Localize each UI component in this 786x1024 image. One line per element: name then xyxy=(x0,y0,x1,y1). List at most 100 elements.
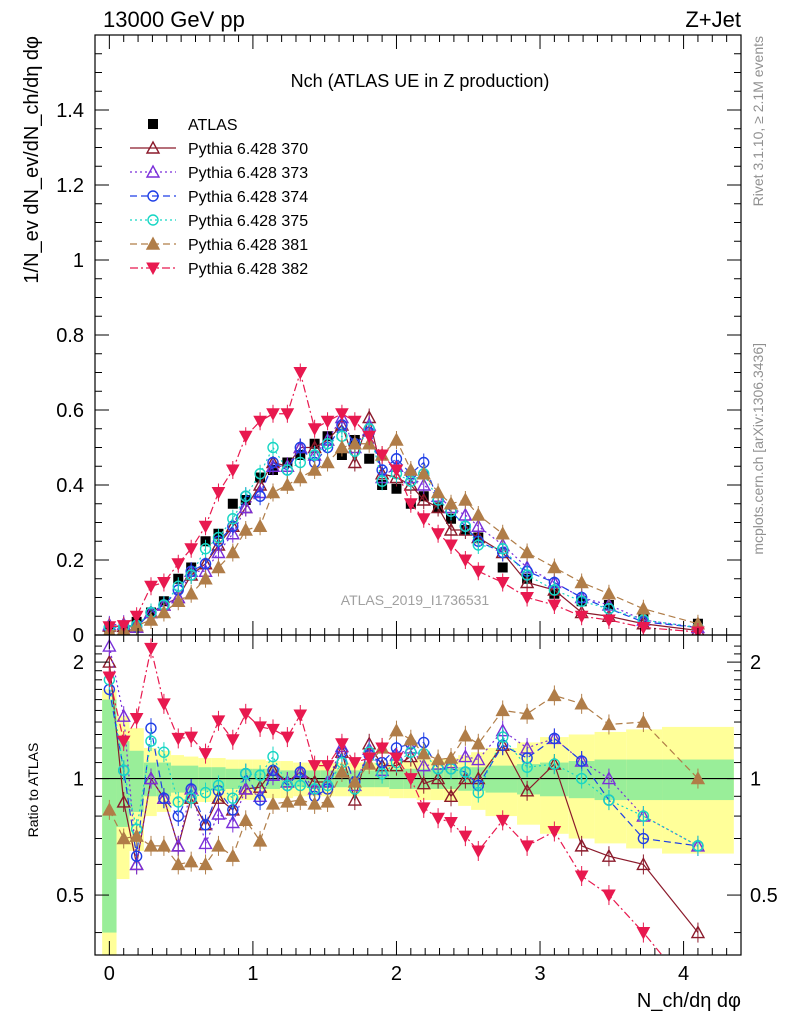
main-point xyxy=(416,513,431,526)
main-point xyxy=(389,432,404,446)
ratio-point xyxy=(547,687,562,702)
ratio-point xyxy=(198,748,213,761)
ratio-point xyxy=(102,638,117,652)
main-point xyxy=(184,543,199,556)
mcplots-label: mcplots.cern.ch [arXiv:1306.3436] xyxy=(750,343,766,555)
ratio-point xyxy=(471,845,486,859)
ratio-point xyxy=(116,735,131,749)
main-point xyxy=(294,456,306,469)
ratio-point xyxy=(116,708,131,722)
ratio-point xyxy=(575,772,588,785)
ratio-point xyxy=(636,714,651,728)
ratio-point xyxy=(362,752,377,766)
ratio-point xyxy=(158,792,170,804)
ratio-series-4 xyxy=(102,685,706,875)
ratio-point xyxy=(116,831,131,845)
ratio-point xyxy=(265,796,281,810)
main-point xyxy=(307,462,322,476)
ratio-point xyxy=(212,779,225,792)
main-point xyxy=(267,456,279,469)
ratio-point xyxy=(458,749,473,763)
main-point xyxy=(171,558,186,571)
main-point xyxy=(471,565,486,579)
ratio-point xyxy=(603,794,615,806)
ratio-point xyxy=(347,757,362,770)
ratio-point xyxy=(548,732,561,745)
band-inner-bin xyxy=(594,759,627,801)
main-point xyxy=(347,415,362,429)
ratio-point xyxy=(471,736,486,750)
ratio-point xyxy=(574,838,589,852)
ratio-point xyxy=(376,767,388,780)
main-point xyxy=(376,475,388,487)
ratio-point xyxy=(495,702,510,717)
ratio-point xyxy=(281,779,294,792)
ratio-point xyxy=(521,761,533,773)
main-point xyxy=(254,490,266,502)
main-point xyxy=(416,466,431,480)
ratio-point xyxy=(443,750,459,764)
main-point xyxy=(443,496,459,510)
main-point xyxy=(225,526,240,540)
legend-label: Pythia 6.428 375 xyxy=(188,213,308,230)
main-point xyxy=(293,367,308,380)
ratio-xtick-label: 2 xyxy=(391,963,402,985)
ratio-point xyxy=(459,766,472,778)
ratio-point xyxy=(184,854,199,868)
main-point xyxy=(172,580,184,592)
main-point xyxy=(403,462,419,476)
legend-label: Pythia 6.428 373 xyxy=(188,165,308,182)
ratio-point xyxy=(519,783,535,797)
ratio-point xyxy=(389,723,404,737)
ratio-point xyxy=(416,802,431,815)
main-point xyxy=(198,571,213,585)
ratio-point xyxy=(238,781,253,795)
band-inner-bin xyxy=(156,762,172,797)
main-point xyxy=(362,430,377,444)
analysis-label: ATLAS_2019_I1736531 xyxy=(341,592,490,608)
ratio-point xyxy=(267,750,279,763)
main-point xyxy=(347,436,363,450)
ratio-series-line xyxy=(108,645,699,865)
main-point xyxy=(171,593,186,607)
ratio-point xyxy=(416,746,431,760)
legend-label: Pythia 6.428 370 xyxy=(188,141,308,158)
main-ytick-label: 0.2 xyxy=(56,550,84,572)
ratio-point xyxy=(636,927,651,940)
main-ytick-label: 0.8 xyxy=(56,325,84,347)
legend-label: Pythia 6.428 381 xyxy=(188,237,308,254)
legend: ATLAS Pythia 6.428 370 Pythia 6.428 373 Pyt… xyxy=(130,117,308,278)
ratio-point xyxy=(321,779,334,792)
header-right: Z+Jet xyxy=(685,7,741,32)
ratio-point xyxy=(636,856,651,871)
ratio-point xyxy=(184,731,199,745)
main-ytick-label: 1 xyxy=(73,250,84,272)
ratio-point xyxy=(254,769,266,781)
main-point xyxy=(471,518,486,532)
ratio-point xyxy=(496,731,509,743)
main-point xyxy=(335,408,349,421)
ratio-point xyxy=(280,731,295,745)
ratio-point xyxy=(601,716,617,731)
main-point xyxy=(458,492,473,506)
main-ytick-label: 1.4 xyxy=(56,100,84,122)
ratio-point xyxy=(198,856,213,871)
main-point xyxy=(403,498,418,511)
ratio-point xyxy=(307,760,322,773)
ratio-point xyxy=(171,838,186,852)
ratio-point xyxy=(347,792,363,806)
ratio-point xyxy=(416,758,431,772)
main-point xyxy=(253,415,267,429)
ratio-ytick-label: 0.5 xyxy=(56,885,84,907)
main-point xyxy=(225,464,240,478)
main-ytick-label: 1.2 xyxy=(56,175,84,197)
main-point xyxy=(574,610,589,624)
ratio-point xyxy=(430,771,446,785)
ratio-point xyxy=(252,833,268,847)
legend-marker xyxy=(145,236,161,250)
ratio-xtick-label: 3 xyxy=(534,963,545,985)
main-point xyxy=(547,560,562,574)
ratio-point xyxy=(158,746,170,758)
ratio-point xyxy=(143,838,159,852)
ratio-point xyxy=(211,838,226,852)
